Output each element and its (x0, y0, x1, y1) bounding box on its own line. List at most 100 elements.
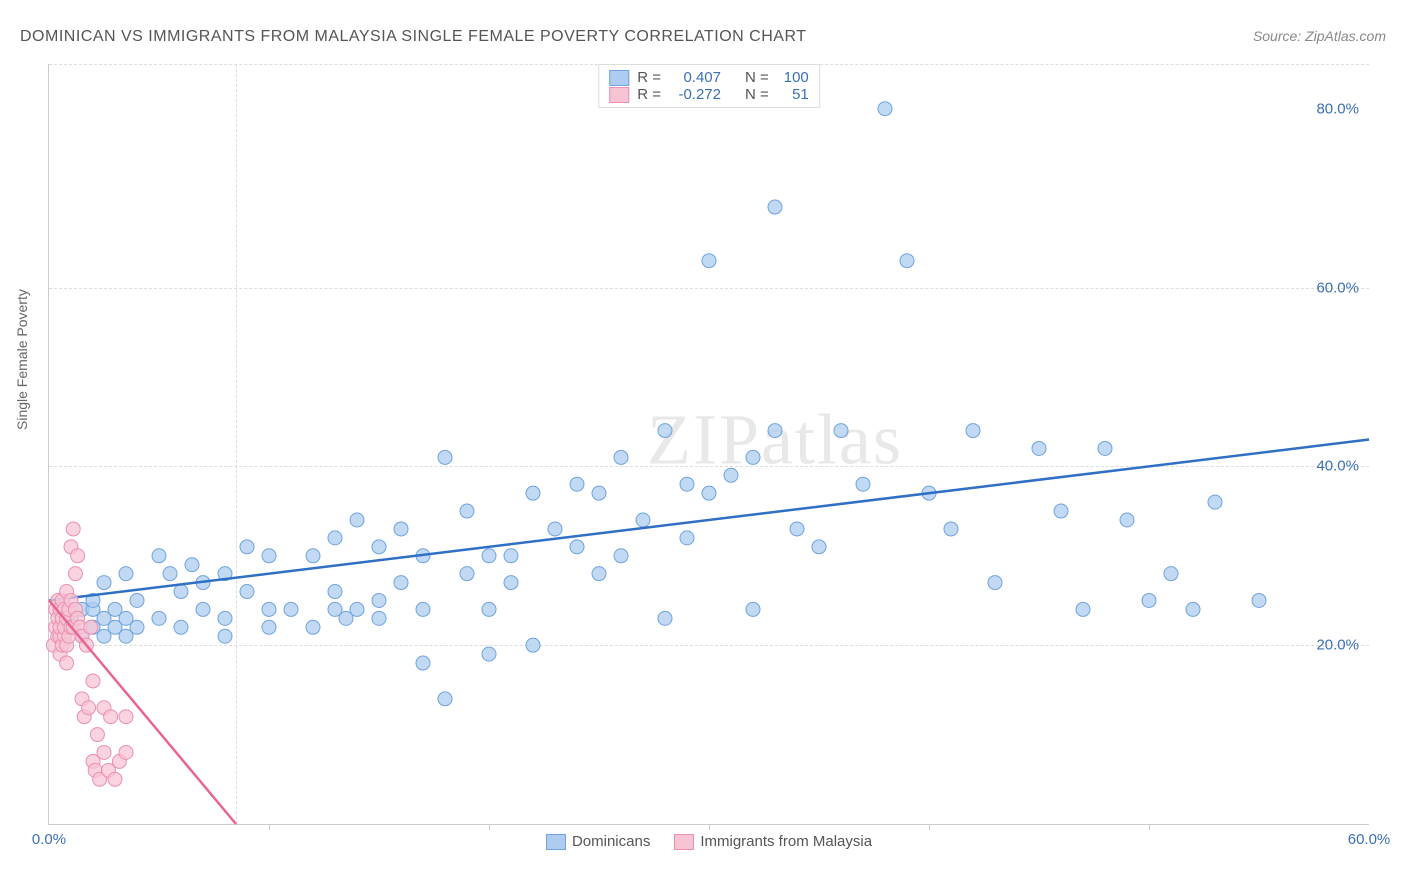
scatter-point (262, 602, 276, 616)
scatter-point (90, 728, 104, 742)
legend-swatch (674, 834, 694, 850)
x-tick-mark (269, 824, 270, 830)
legend-r-label: R = (637, 86, 661, 103)
scatter-point (196, 602, 210, 616)
correlation-legend: R = 0.407 N = 100 R = -0.272 N = 51 (598, 64, 820, 108)
scatter-point (1032, 441, 1046, 455)
x-tick-mark (1149, 824, 1150, 830)
scatter-point (218, 611, 232, 625)
scatter-point (306, 620, 320, 634)
scatter-point (262, 549, 276, 563)
scatter-point (1098, 441, 1112, 455)
scatter-point (152, 611, 166, 625)
scatter-point (108, 772, 122, 786)
scatter-point (1120, 513, 1134, 527)
scatter-point (526, 638, 540, 652)
scatter-point (130, 593, 144, 607)
scatter-point (482, 602, 496, 616)
scatter-point (482, 549, 496, 563)
scatter-point (768, 424, 782, 438)
scatter-point (328, 585, 342, 599)
x-tick-label: 0.0% (32, 831, 66, 848)
scatter-point (900, 254, 914, 268)
scatter-point (262, 620, 276, 634)
scatter-point (97, 745, 111, 759)
scatter-point (394, 522, 408, 536)
scatter-point (460, 567, 474, 581)
series-legend: DominicansImmigrants from Malaysia (546, 833, 872, 850)
scatter-point (614, 549, 628, 563)
legend-row: R = 0.407 N = 100 (609, 69, 809, 86)
scatter-point (372, 611, 386, 625)
scatter-point (878, 102, 892, 116)
legend-r-value: -0.272 (669, 86, 721, 103)
y-axis-label: Single Female Poverty (14, 289, 30, 430)
scatter-point (1164, 567, 1178, 581)
legend-swatch (609, 70, 629, 86)
scatter-point (790, 522, 804, 536)
scatter-point (240, 540, 254, 554)
scatter-point (438, 692, 452, 706)
scatter-point (856, 477, 870, 491)
scatter-point (570, 540, 584, 554)
legend-n-value: 51 (777, 86, 809, 103)
scatter-point (240, 585, 254, 599)
legend-r-value: 0.407 (669, 69, 721, 86)
scatter-point (570, 477, 584, 491)
scatter-point (438, 450, 452, 464)
scatter-point (504, 549, 518, 563)
scatter-point (97, 576, 111, 590)
scatter-point (1076, 602, 1090, 616)
legend-n-label: N = (745, 86, 769, 103)
scatter-point (680, 477, 694, 491)
scatter-point (66, 522, 80, 536)
scatter-point (328, 531, 342, 545)
chart-plot-area: ZIPatlas 20.0%40.0%60.0%80.0%0.0%60.0%R … (48, 64, 1369, 825)
scatter-point (185, 558, 199, 572)
scatter-point (152, 549, 166, 563)
scatter-point (834, 424, 848, 438)
scatter-point (680, 531, 694, 545)
scatter-point (394, 576, 408, 590)
scatter-point (768, 200, 782, 214)
scatter-point (1054, 504, 1068, 518)
scatter-point (746, 602, 760, 616)
scatter-point (84, 620, 98, 634)
scatter-point (104, 710, 118, 724)
scatter-point (1142, 593, 1156, 607)
scatter-point (68, 567, 82, 581)
scatter-point (614, 450, 628, 464)
legend-n-value: 100 (777, 69, 809, 86)
x-tick-mark (929, 824, 930, 830)
legend-r-label: R = (637, 69, 661, 86)
scatter-point (416, 656, 430, 670)
scatter-point (306, 549, 320, 563)
scatter-point (702, 254, 716, 268)
scatter-point (119, 745, 133, 759)
x-tick-label: 60.0% (1348, 831, 1391, 848)
scatter-point (1252, 593, 1266, 607)
scatter-point (724, 468, 738, 482)
scatter-point (416, 602, 430, 616)
scatter-point (504, 576, 518, 590)
scatter-point (130, 620, 144, 634)
scatter-point (86, 674, 100, 688)
scatter-point (658, 611, 672, 625)
legend-n-label: N = (745, 69, 769, 86)
x-tick-mark (489, 824, 490, 830)
regression-line (49, 600, 236, 824)
chart-svg (49, 64, 1369, 824)
x-tick-mark (709, 824, 710, 830)
series-legend-item: Immigrants from Malaysia (674, 833, 872, 850)
scatter-point (372, 593, 386, 607)
scatter-point (812, 540, 826, 554)
scatter-point (119, 567, 133, 581)
legend-row: R = -0.272 N = 51 (609, 86, 809, 103)
scatter-point (482, 647, 496, 661)
source-label: Source: ZipAtlas.com (1253, 28, 1386, 44)
scatter-point (284, 602, 298, 616)
scatter-point (944, 522, 958, 536)
scatter-point (82, 701, 96, 715)
scatter-point (548, 522, 562, 536)
scatter-point (119, 710, 133, 724)
